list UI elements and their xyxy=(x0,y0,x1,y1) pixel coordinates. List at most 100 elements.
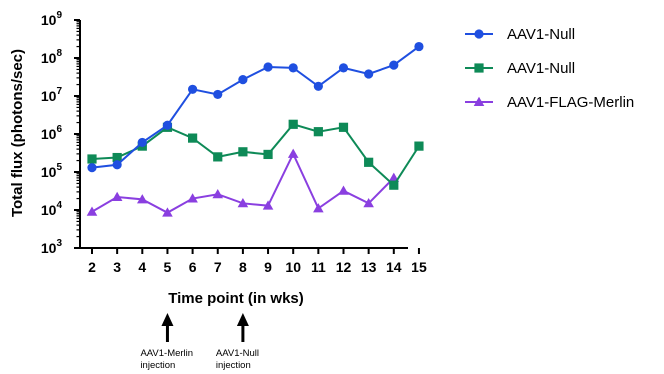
data-point-triangle xyxy=(212,188,224,199)
data-point-square xyxy=(87,154,97,164)
y-tick-exponent: 4 xyxy=(56,200,62,211)
y-tick-exponent: 3 xyxy=(56,238,62,249)
y-tick-label: 103 xyxy=(41,238,63,256)
y-tick-base: 10 xyxy=(41,88,57,104)
y-tick-exponent: 5 xyxy=(56,162,62,173)
chart-axes xyxy=(74,19,420,254)
annotation-line1: AAV1-Merlin xyxy=(140,348,193,359)
x-tick-label: 15 xyxy=(411,259,427,275)
x-tick-label: 9 xyxy=(264,259,272,275)
annotation-line1: AAV1-Null xyxy=(216,348,259,359)
data-point-square xyxy=(213,152,223,162)
x-tick-label: 2 xyxy=(88,259,96,275)
data-point-triangle xyxy=(237,198,249,208)
data-point-circle xyxy=(414,41,424,52)
x-tick-label: 6 xyxy=(189,259,197,275)
data-point-circle xyxy=(162,120,173,130)
y-tick-exponent: 6 xyxy=(56,124,62,135)
data-point-circle xyxy=(213,89,223,100)
data-point-triangle xyxy=(86,206,98,216)
series-triangle xyxy=(86,148,400,217)
x-tick-label: 11 xyxy=(311,259,326,275)
data-point-circle xyxy=(112,160,122,170)
series-group xyxy=(86,41,424,217)
x-tick-label: 13 xyxy=(361,259,377,275)
data-point-triangle xyxy=(187,193,198,203)
data-point-circle xyxy=(364,69,374,79)
data-point-square xyxy=(338,122,349,132)
legend: AAV1-Null AAV1-Null AAV1-FLAG-Merlin xyxy=(465,26,634,111)
x-tick-label: 14 xyxy=(386,259,402,275)
data-point-square xyxy=(389,180,399,190)
data-point-triangle xyxy=(287,148,299,158)
x-tick-label: 8 xyxy=(239,259,247,275)
y-tick-label: 107 xyxy=(41,86,63,104)
data-point-triangle xyxy=(338,185,349,195)
y-tick-label: 109 xyxy=(41,10,63,28)
legend-label: AAV1-Null xyxy=(507,26,575,43)
y-tick-label: 108 xyxy=(41,48,63,66)
data-point-circle xyxy=(474,29,484,39)
data-point-circle xyxy=(238,75,248,85)
data-point-square xyxy=(238,147,248,157)
y-tick-base: 10 xyxy=(41,240,57,256)
legend-item: AAV1-Null xyxy=(465,26,575,43)
legend-item: AAV1-Null xyxy=(465,60,575,77)
data-point-square xyxy=(474,63,484,73)
data-point-triangle xyxy=(137,194,148,204)
annotation-line2: injection xyxy=(140,360,175,371)
y-tick-exponent: 9 xyxy=(56,10,62,21)
annotation-line2: injection xyxy=(216,360,251,371)
y-tick-base: 10 xyxy=(41,202,57,218)
legend-label: AAV1-FLAG-Merlin xyxy=(507,94,634,111)
y-tick-base: 10 xyxy=(41,164,57,180)
data-point-triangle xyxy=(313,203,324,213)
data-point-square xyxy=(188,133,198,143)
x-tick-label: 10 xyxy=(285,259,301,275)
y-tick-base: 10 xyxy=(41,12,57,28)
data-point-square xyxy=(414,141,424,151)
legend-item: AAV1-FLAG-Merlin xyxy=(465,94,634,111)
x-tick-labels: 2 3 4 5 6 7 8 9 10 11 12 13 14 15 xyxy=(88,259,427,275)
arrow-head xyxy=(236,313,249,326)
y-tick-base: 10 xyxy=(41,50,57,66)
x-tick-label: 12 xyxy=(336,259,352,275)
data-point-triangle xyxy=(111,191,123,201)
data-point-circle xyxy=(263,62,273,72)
data-point-square xyxy=(288,119,298,129)
x-axis-title: Time point (in wks) xyxy=(168,290,304,307)
data-point-circle xyxy=(188,84,198,94)
y-axis-title: Total flux (photons/sec) xyxy=(9,49,26,217)
legend-label: AAV1-Null xyxy=(507,60,575,77)
data-point-circle xyxy=(87,163,97,173)
data-point-circle xyxy=(137,137,147,148)
data-point-square xyxy=(364,157,374,167)
x-tick-label: 7 xyxy=(214,259,222,275)
data-point-triangle xyxy=(262,200,274,210)
y-tick-base: 10 xyxy=(41,126,57,142)
y-tick-label: 105 xyxy=(41,162,63,180)
y-tick-label: 104 xyxy=(41,200,63,218)
data-point-circle xyxy=(338,63,349,73)
series-square xyxy=(87,119,424,190)
y-tick-label: 106 xyxy=(41,124,63,142)
y-tick-exponent: 7 xyxy=(56,86,62,97)
x-tick-label: 5 xyxy=(164,259,172,275)
y-tick-exponent: 8 xyxy=(56,48,62,59)
data-point-circle xyxy=(313,81,323,91)
series-line xyxy=(91,123,420,187)
data-point-triangle xyxy=(473,96,485,106)
x-tick-label: 3 xyxy=(113,259,121,275)
data-point-triangle xyxy=(363,198,374,208)
arrow-head xyxy=(161,313,174,326)
x-tick-label: 4 xyxy=(138,259,146,275)
data-point-circle xyxy=(389,60,399,70)
series-circle xyxy=(87,41,424,173)
data-point-circle xyxy=(288,63,298,73)
data-point-square xyxy=(263,149,273,160)
data-point-square xyxy=(313,127,323,137)
